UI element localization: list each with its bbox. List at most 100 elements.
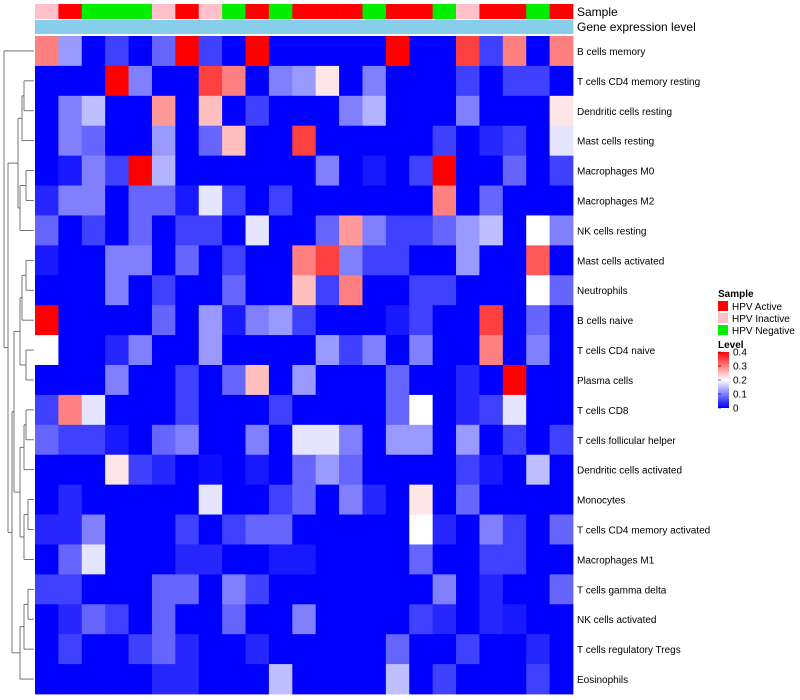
heatmap-cell <box>198 335 223 366</box>
heatmap-cell <box>222 484 246 515</box>
heatmap-cell <box>198 454 223 486</box>
gene-expression-annotation-cell <box>526 20 550 34</box>
heatmap-cell <box>479 155 504 186</box>
heatmap-cell <box>151 65 176 97</box>
heatmap-cell <box>432 275 457 306</box>
heatmap-cell <box>526 664 551 695</box>
heatmap-cell <box>385 484 410 515</box>
heatmap-cell <box>292 305 317 336</box>
heatmap-cell <box>292 335 317 366</box>
legend-swatch-hpv-inactive <box>718 313 728 323</box>
sample-annotation-cell <box>549 4 574 19</box>
heatmap-cell <box>549 95 574 127</box>
legend-label-hpv-active: HPV Active <box>732 302 782 313</box>
heatmap-cell <box>339 335 363 366</box>
heatmap-cell <box>456 604 480 635</box>
heatmap-cell <box>292 634 317 665</box>
heatmap-cell <box>315 454 340 486</box>
heatmap-cell <box>432 514 457 545</box>
heatmap-cell <box>502 484 527 515</box>
heatmap-cell <box>222 634 246 665</box>
heatmap-cell <box>409 454 434 486</box>
heatmap-cell <box>315 275 340 306</box>
heatmap-cell <box>35 125 59 157</box>
heatmap-cell <box>151 454 176 486</box>
legend-swatch-hpv-active <box>718 301 728 311</box>
heatmap-cell <box>502 245 527 276</box>
heatmap-cell <box>315 484 340 515</box>
heatmap-cell <box>479 65 504 97</box>
heatmap-cell <box>151 125 176 157</box>
heatmap-cell <box>245 305 270 336</box>
row-label: T cells CD4 naive <box>577 346 656 357</box>
heatmap-cell <box>456 484 480 515</box>
heatmap-cell <box>35 454 59 486</box>
heatmap-cell <box>315 514 340 545</box>
heatmap-cell <box>58 125 83 157</box>
heatmap-cell <box>526 634 551 665</box>
sample-annotation-cell <box>362 4 387 19</box>
heatmap-cell <box>58 305 83 336</box>
heatmap-cell <box>456 65 480 97</box>
heatmap-cell <box>245 36 270 67</box>
heatmap-cell <box>151 245 176 276</box>
gene-expression-annotation-cell <box>432 20 457 34</box>
level-tick-label: 0.1 <box>733 390 747 401</box>
heatmap-cell <box>502 394 527 426</box>
heatmap-cell <box>105 335 129 366</box>
heatmap-cell <box>105 305 129 336</box>
heatmap-cell <box>175 424 200 456</box>
heatmap-cell <box>409 394 434 426</box>
heatmap-cell <box>456 125 480 157</box>
heatmap-cell <box>222 664 246 695</box>
heatmap-cell <box>245 424 270 456</box>
heatmap-cell <box>432 215 457 246</box>
heatmap-cell <box>222 544 246 575</box>
heatmap-cell <box>526 394 551 426</box>
heatmap-cell <box>128 484 153 515</box>
sample-annotation-cell <box>81 4 106 19</box>
heatmap-cell <box>432 305 457 336</box>
gene-expression-annotation-cell <box>128 20 153 34</box>
heatmap-cell <box>81 305 106 336</box>
heatmap-cell <box>409 514 434 545</box>
heatmap-cell <box>502 365 527 396</box>
heatmap-cell <box>385 365 410 396</box>
heatmap-cell <box>315 604 340 635</box>
heatmap-cell <box>339 36 363 67</box>
heatmap-cell <box>409 155 434 186</box>
heatmap-cell <box>409 365 434 396</box>
heatmap-cell <box>81 544 106 575</box>
sample-annotation-cell <box>58 4 83 19</box>
heatmap-cell <box>315 185 340 216</box>
heatmap-cell <box>81 155 106 186</box>
heatmap-cell <box>549 634 574 665</box>
heatmap-cell <box>128 514 153 545</box>
heatmap-cell <box>268 215 293 246</box>
heatmap-cell <box>502 574 527 605</box>
heatmap-cell <box>81 95 106 127</box>
heatmap-cell <box>128 664 153 695</box>
heatmap-cell <box>549 454 574 486</box>
heatmap-cell <box>81 365 106 396</box>
sample-annotation-cell <box>35 4 59 19</box>
heatmap-cell <box>128 275 153 306</box>
heatmap-cell <box>81 454 106 486</box>
heatmap-cell <box>456 155 480 186</box>
heatmap-cell <box>222 95 246 127</box>
heatmap-cell <box>502 305 527 336</box>
heatmap-cell <box>292 65 317 97</box>
heatmap-cell <box>292 215 317 246</box>
heatmap-cell <box>502 155 527 186</box>
heatmap-cell <box>526 514 551 545</box>
heatmap-cell <box>385 155 410 186</box>
heatmap-cell <box>58 185 83 216</box>
heatmap-cell <box>128 335 153 366</box>
heatmap-cell <box>456 275 480 306</box>
heatmap-cell <box>81 335 106 366</box>
heatmap-cell <box>362 335 387 366</box>
heatmap-cell <box>105 514 129 545</box>
heatmap-cell <box>362 574 387 605</box>
heatmap-cell <box>526 95 551 127</box>
heatmap-cell <box>245 365 270 396</box>
